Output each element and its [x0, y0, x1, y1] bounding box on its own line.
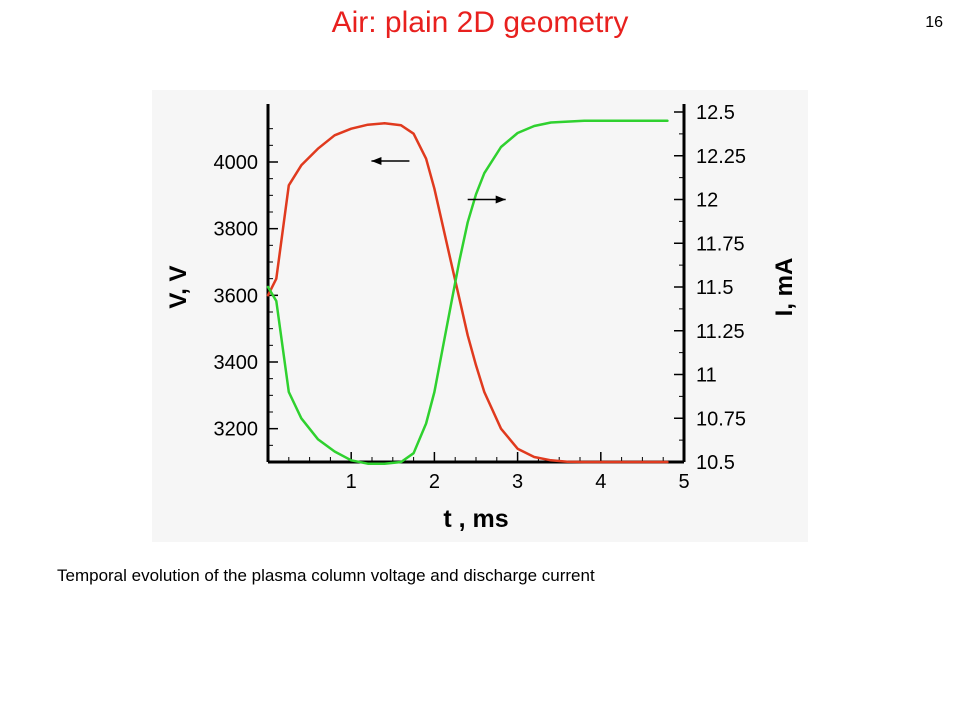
y-right-tick-label: 11 [696, 365, 717, 387]
y-right-tick-label: 11.5 [696, 277, 733, 299]
slide-title: Air: plain 2D geometry [331, 6, 629, 39]
x-axis-label: t , ms [443, 505, 508, 533]
annotations [371, 157, 506, 204]
y-right-tick-label: 10.5 [696, 452, 735, 474]
axes [266, 104, 686, 464]
y-left-tick-label: 3800 [214, 219, 259, 241]
ticks: 1 2 3 4 53200340036003800400010.510.751111.2… [214, 102, 747, 493]
left-arrow-icon [371, 157, 382, 165]
y-left-tick-label: 4000 [214, 152, 259, 174]
y-right-tick-label: 12.5 [696, 102, 735, 124]
y-left-axis-label: V, V [165, 265, 192, 308]
y-right-tick-label: 10.75 [696, 408, 746, 430]
y-right-tick-label: 11.75 [696, 233, 745, 255]
x-tick-label: 5 [678, 471, 689, 493]
right-arrow-icon [495, 195, 506, 204]
y-left-tick-label: 3200 [214, 419, 259, 441]
figure-caption: Temporal evolution of the plasma column … [57, 566, 595, 585]
x-tick-label: 1 [346, 471, 357, 493]
x-tick-label: 3 [512, 471, 523, 493]
y-right-tick-label: 11.25 [696, 321, 745, 343]
y-left-tick-label: 3400 [214, 352, 259, 374]
x-tick-label: 4 [595, 471, 606, 493]
voltage-series-line [266, 122, 669, 464]
dual-axis-line-chart: 1 2 3 4 53200340036003800400010.510.751111.2… [165, 102, 798, 533]
y-right-tick-label: 12.25 [696, 146, 746, 168]
current-series-line [266, 119, 669, 465]
series [266, 119, 669, 465]
x-tick-label: 2 [429, 471, 440, 493]
y-left-tick-label: 3600 [214, 285, 259, 307]
slide-number: 16 [925, 14, 943, 31]
y-right-axis-label: I, mA [771, 258, 798, 317]
y-right-tick-label: 12 [696, 190, 718, 212]
chart-panel: 1 2 3 4 5 3200 3400 3600 3800 4000 10.5 10.75 11 11.2… [152, 90, 808, 542]
